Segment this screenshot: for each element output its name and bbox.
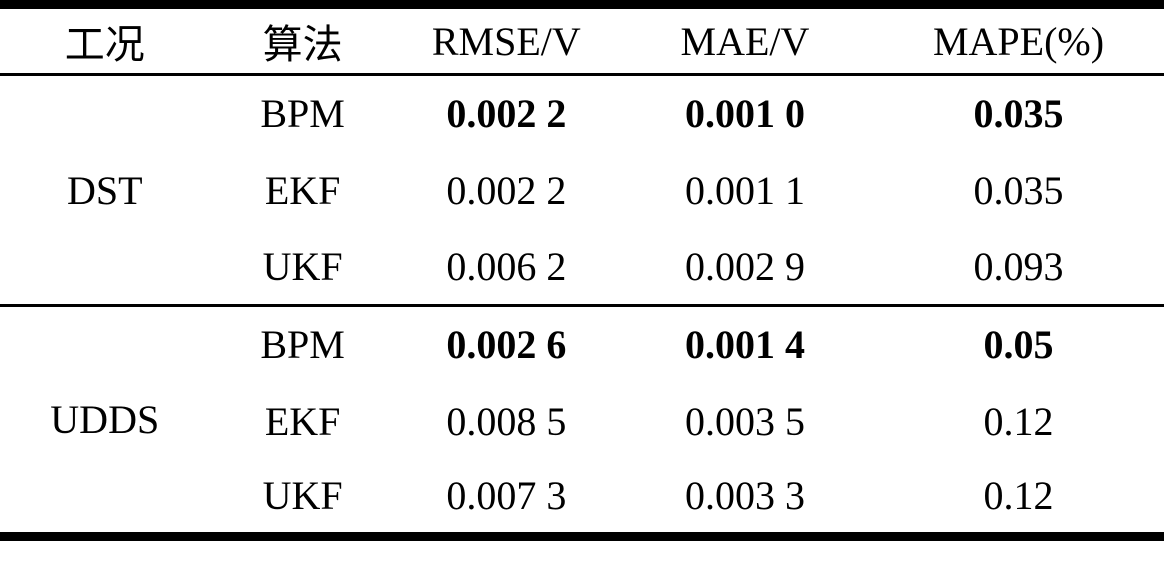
- table-row-dst-ekf: EKF 0.002 2 0.001 1 0.035: [0, 152, 1164, 229]
- mape-cell: 0.12: [983, 473, 1054, 519]
- mape-cell: 0.12: [983, 398, 1054, 444]
- mape-cell: 0.093: [973, 243, 1064, 289]
- header-row: 工况 算法 RMSE/V MAE/V MAPE(%): [0, 5, 1164, 75]
- rmse-cell: 0.008 5: [446, 398, 567, 444]
- algorithm-cell: UKF: [262, 473, 343, 519]
- algorithm-cell: EKF: [264, 398, 341, 444]
- algorithm-cell: UKF: [262, 243, 343, 289]
- mae-cell: 0.002 9: [684, 243, 805, 289]
- table-row-dst-ukf: UKF 0.006 2 0.002 9 0.093: [0, 229, 1164, 306]
- table-row-udds-ekf: EKF 0.008 5 0.003 5 0.12: [0, 383, 1164, 460]
- mae-cell: 0.003 5: [684, 398, 805, 444]
- table-row-udds-ukf: UKF 0.007 3 0.003 3 0.12: [0, 460, 1164, 537]
- results-table: 工况 算法 RMSE/V MAE/V MAPE(%) DST BPM 0.002…: [0, 0, 1164, 541]
- condition-cell-udds: UDDS: [50, 397, 160, 442]
- header-rmse: RMSE/V: [431, 18, 581, 64]
- mae-cell: 0.001 1: [684, 167, 805, 213]
- rmse-cell: 0.006 2: [446, 243, 567, 289]
- rmse-cell: 0.002 2: [446, 167, 567, 213]
- mae-cell: 0.001 0: [684, 91, 805, 137]
- mae-cell: 0.003 3: [684, 473, 805, 519]
- condition-cell-dst: DST: [66, 167, 143, 213]
- rmse-cell: 0.002 2: [446, 91, 567, 137]
- header-mae: MAE/V: [680, 18, 810, 64]
- mape-cell: 0.035: [973, 91, 1064, 137]
- algorithm-cell: BPM: [260, 322, 345, 368]
- rmse-cell: 0.007 3: [446, 473, 567, 519]
- algorithm-cell: BPM: [260, 91, 345, 137]
- mape-cell: 0.035: [973, 167, 1064, 213]
- mae-cell: 0.001 4: [684, 322, 805, 368]
- rmse-cell: 0.002 6: [446, 322, 567, 368]
- table-row-dst-bpm: DST BPM 0.002 2 0.001 0 0.035: [0, 75, 1164, 212]
- header-mape: MAPE(%): [932, 18, 1105, 64]
- header-algorithm: 算法: [262, 22, 343, 67]
- mape-cell: 0.05: [983, 322, 1054, 368]
- header-condition: 工况: [64, 22, 145, 67]
- algorithm-cell: EKF: [264, 167, 341, 213]
- table-row-udds-bpm: UDDS BPM 0.002 6 0.001 4 0.05: [0, 305, 1164, 442]
